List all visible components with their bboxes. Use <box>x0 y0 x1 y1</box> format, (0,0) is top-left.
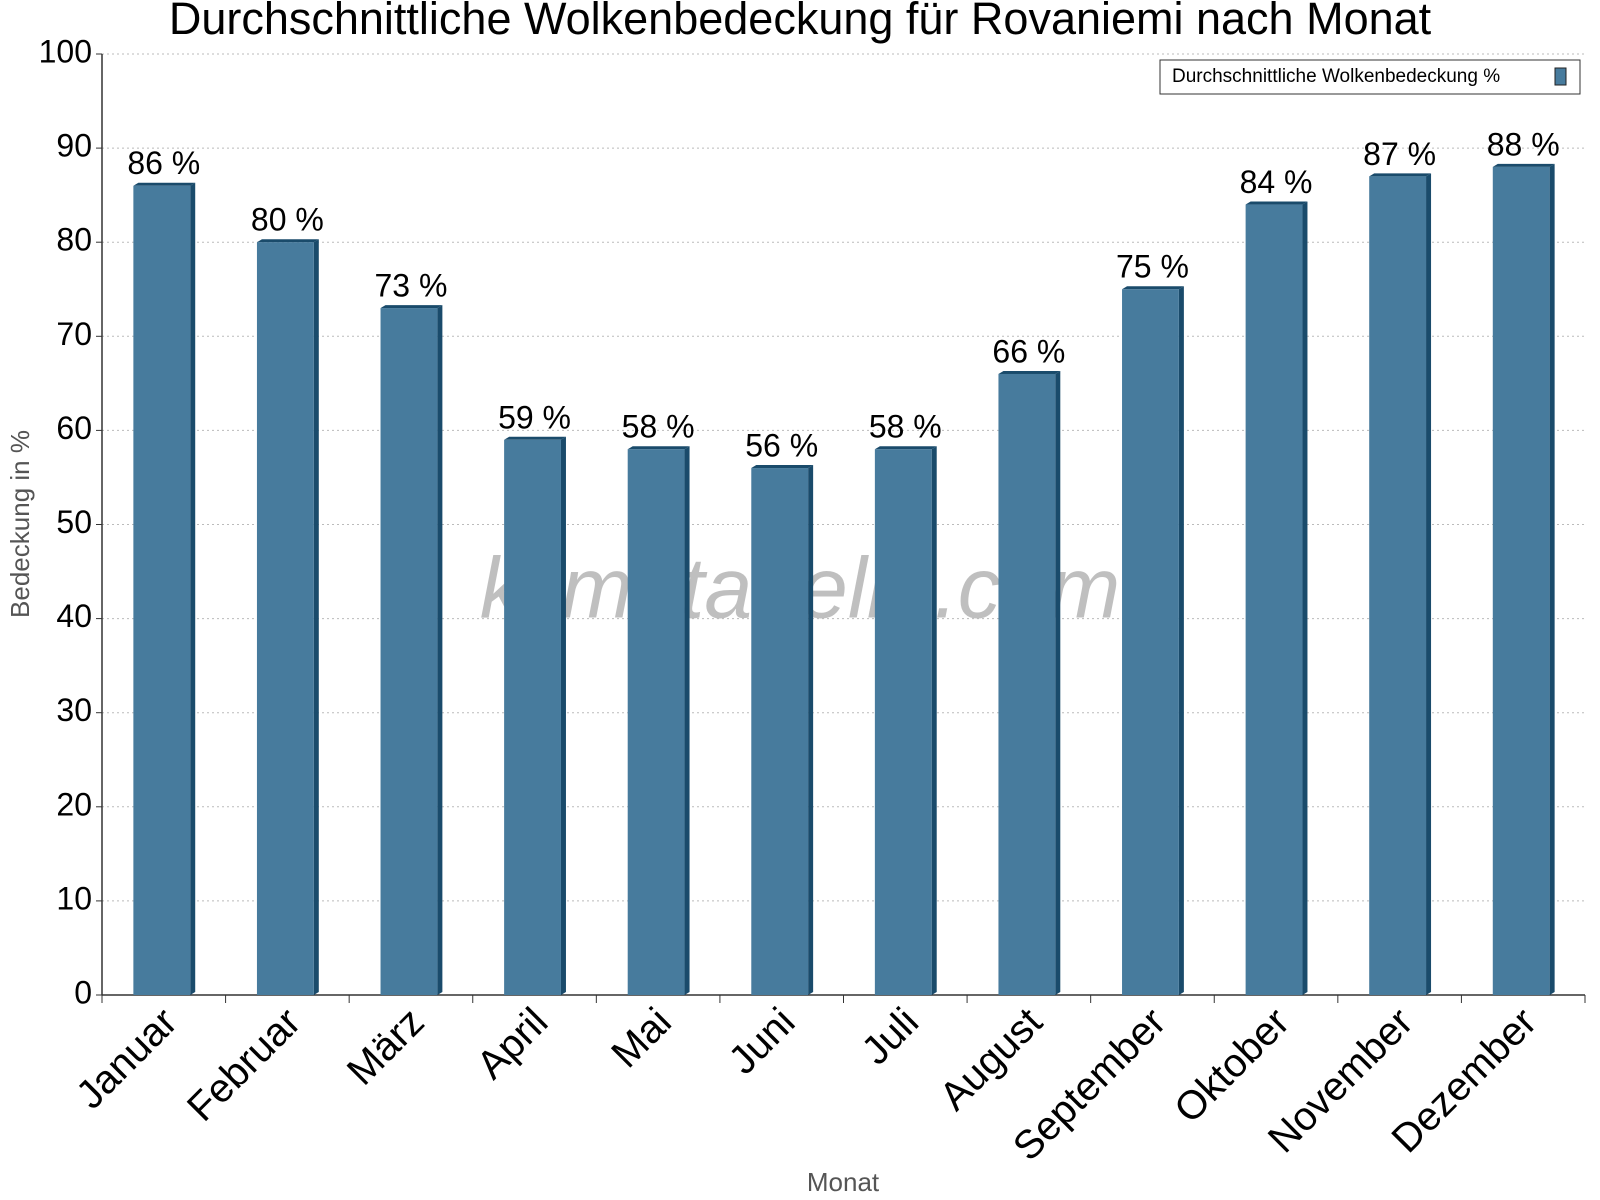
y-tick-label: 10 <box>56 880 92 916</box>
bar-top <box>1492 163 1555 167</box>
bar-top <box>1245 201 1308 205</box>
bar-top <box>1122 286 1184 290</box>
bar-side <box>1426 173 1432 995</box>
bar-top <box>751 465 814 469</box>
bar-side <box>1178 286 1184 995</box>
y-axis-label: Bedeckung in % <box>5 430 35 618</box>
value-label: 58 % <box>622 409 695 445</box>
value-label: 59 % <box>498 399 571 435</box>
bar-side <box>560 436 566 995</box>
bar-top <box>504 436 566 440</box>
bar-side <box>808 465 814 995</box>
bar <box>1369 176 1427 995</box>
value-label: 56 % <box>745 427 818 463</box>
y-tick-label: 80 <box>56 222 92 258</box>
bar-top <box>998 370 1061 374</box>
legend-box <box>1159 59 1581 95</box>
legend-label: Durchschnittliche Wolkenbedeckung % <box>1172 66 1500 87</box>
y-tick-label: 30 <box>56 692 92 728</box>
bar <box>380 308 438 995</box>
y-tick-label: 70 <box>56 316 92 352</box>
y-tick-label: 90 <box>56 128 92 164</box>
x-axis-label: Monat <box>807 1167 880 1197</box>
y-tick-label: 0 <box>74 974 92 1010</box>
bar-top <box>874 446 937 450</box>
bar <box>1245 204 1303 995</box>
y-tick-label: 100 <box>39 33 92 69</box>
bar-side <box>437 305 443 995</box>
y-tick-label: 50 <box>56 504 92 540</box>
bar-side <box>1302 201 1308 995</box>
legend-swatch <box>1554 67 1567 86</box>
value-label: 88 % <box>1487 126 1560 162</box>
bar-side <box>931 446 937 996</box>
bar <box>1492 166 1550 996</box>
y-tick-label: 60 <box>56 410 92 446</box>
bar-side <box>1055 370 1061 995</box>
bar-side <box>190 182 196 996</box>
value-label: 86 % <box>127 145 200 181</box>
bar <box>874 449 932 996</box>
bar-side <box>313 239 319 995</box>
value-label: 66 % <box>992 333 1065 369</box>
bar <box>998 373 1056 995</box>
value-label: 73 % <box>374 268 447 304</box>
bar-side <box>1549 163 1555 996</box>
chart-title: Durchschnittliche Wolkenbedeckung für Ro… <box>169 0 1432 44</box>
value-label: 75 % <box>1116 249 1189 285</box>
value-label: 84 % <box>1240 164 1313 200</box>
bar-top <box>380 305 443 309</box>
value-label: 87 % <box>1363 136 1436 172</box>
bar <box>1122 289 1179 995</box>
bar <box>627 449 685 996</box>
bar-top <box>256 239 319 243</box>
value-label: 80 % <box>251 202 324 238</box>
bar-top <box>1369 173 1432 177</box>
bar-top <box>627 446 690 450</box>
bar <box>504 439 561 995</box>
y-tick-label: 40 <box>56 598 92 634</box>
value-label: 58 % <box>869 409 942 445</box>
bar-top <box>133 182 196 186</box>
y-tick-label: 20 <box>56 786 92 822</box>
bar-side <box>684 446 690 996</box>
bar <box>751 468 809 995</box>
bar <box>133 185 191 996</box>
bar <box>256 242 314 995</box>
